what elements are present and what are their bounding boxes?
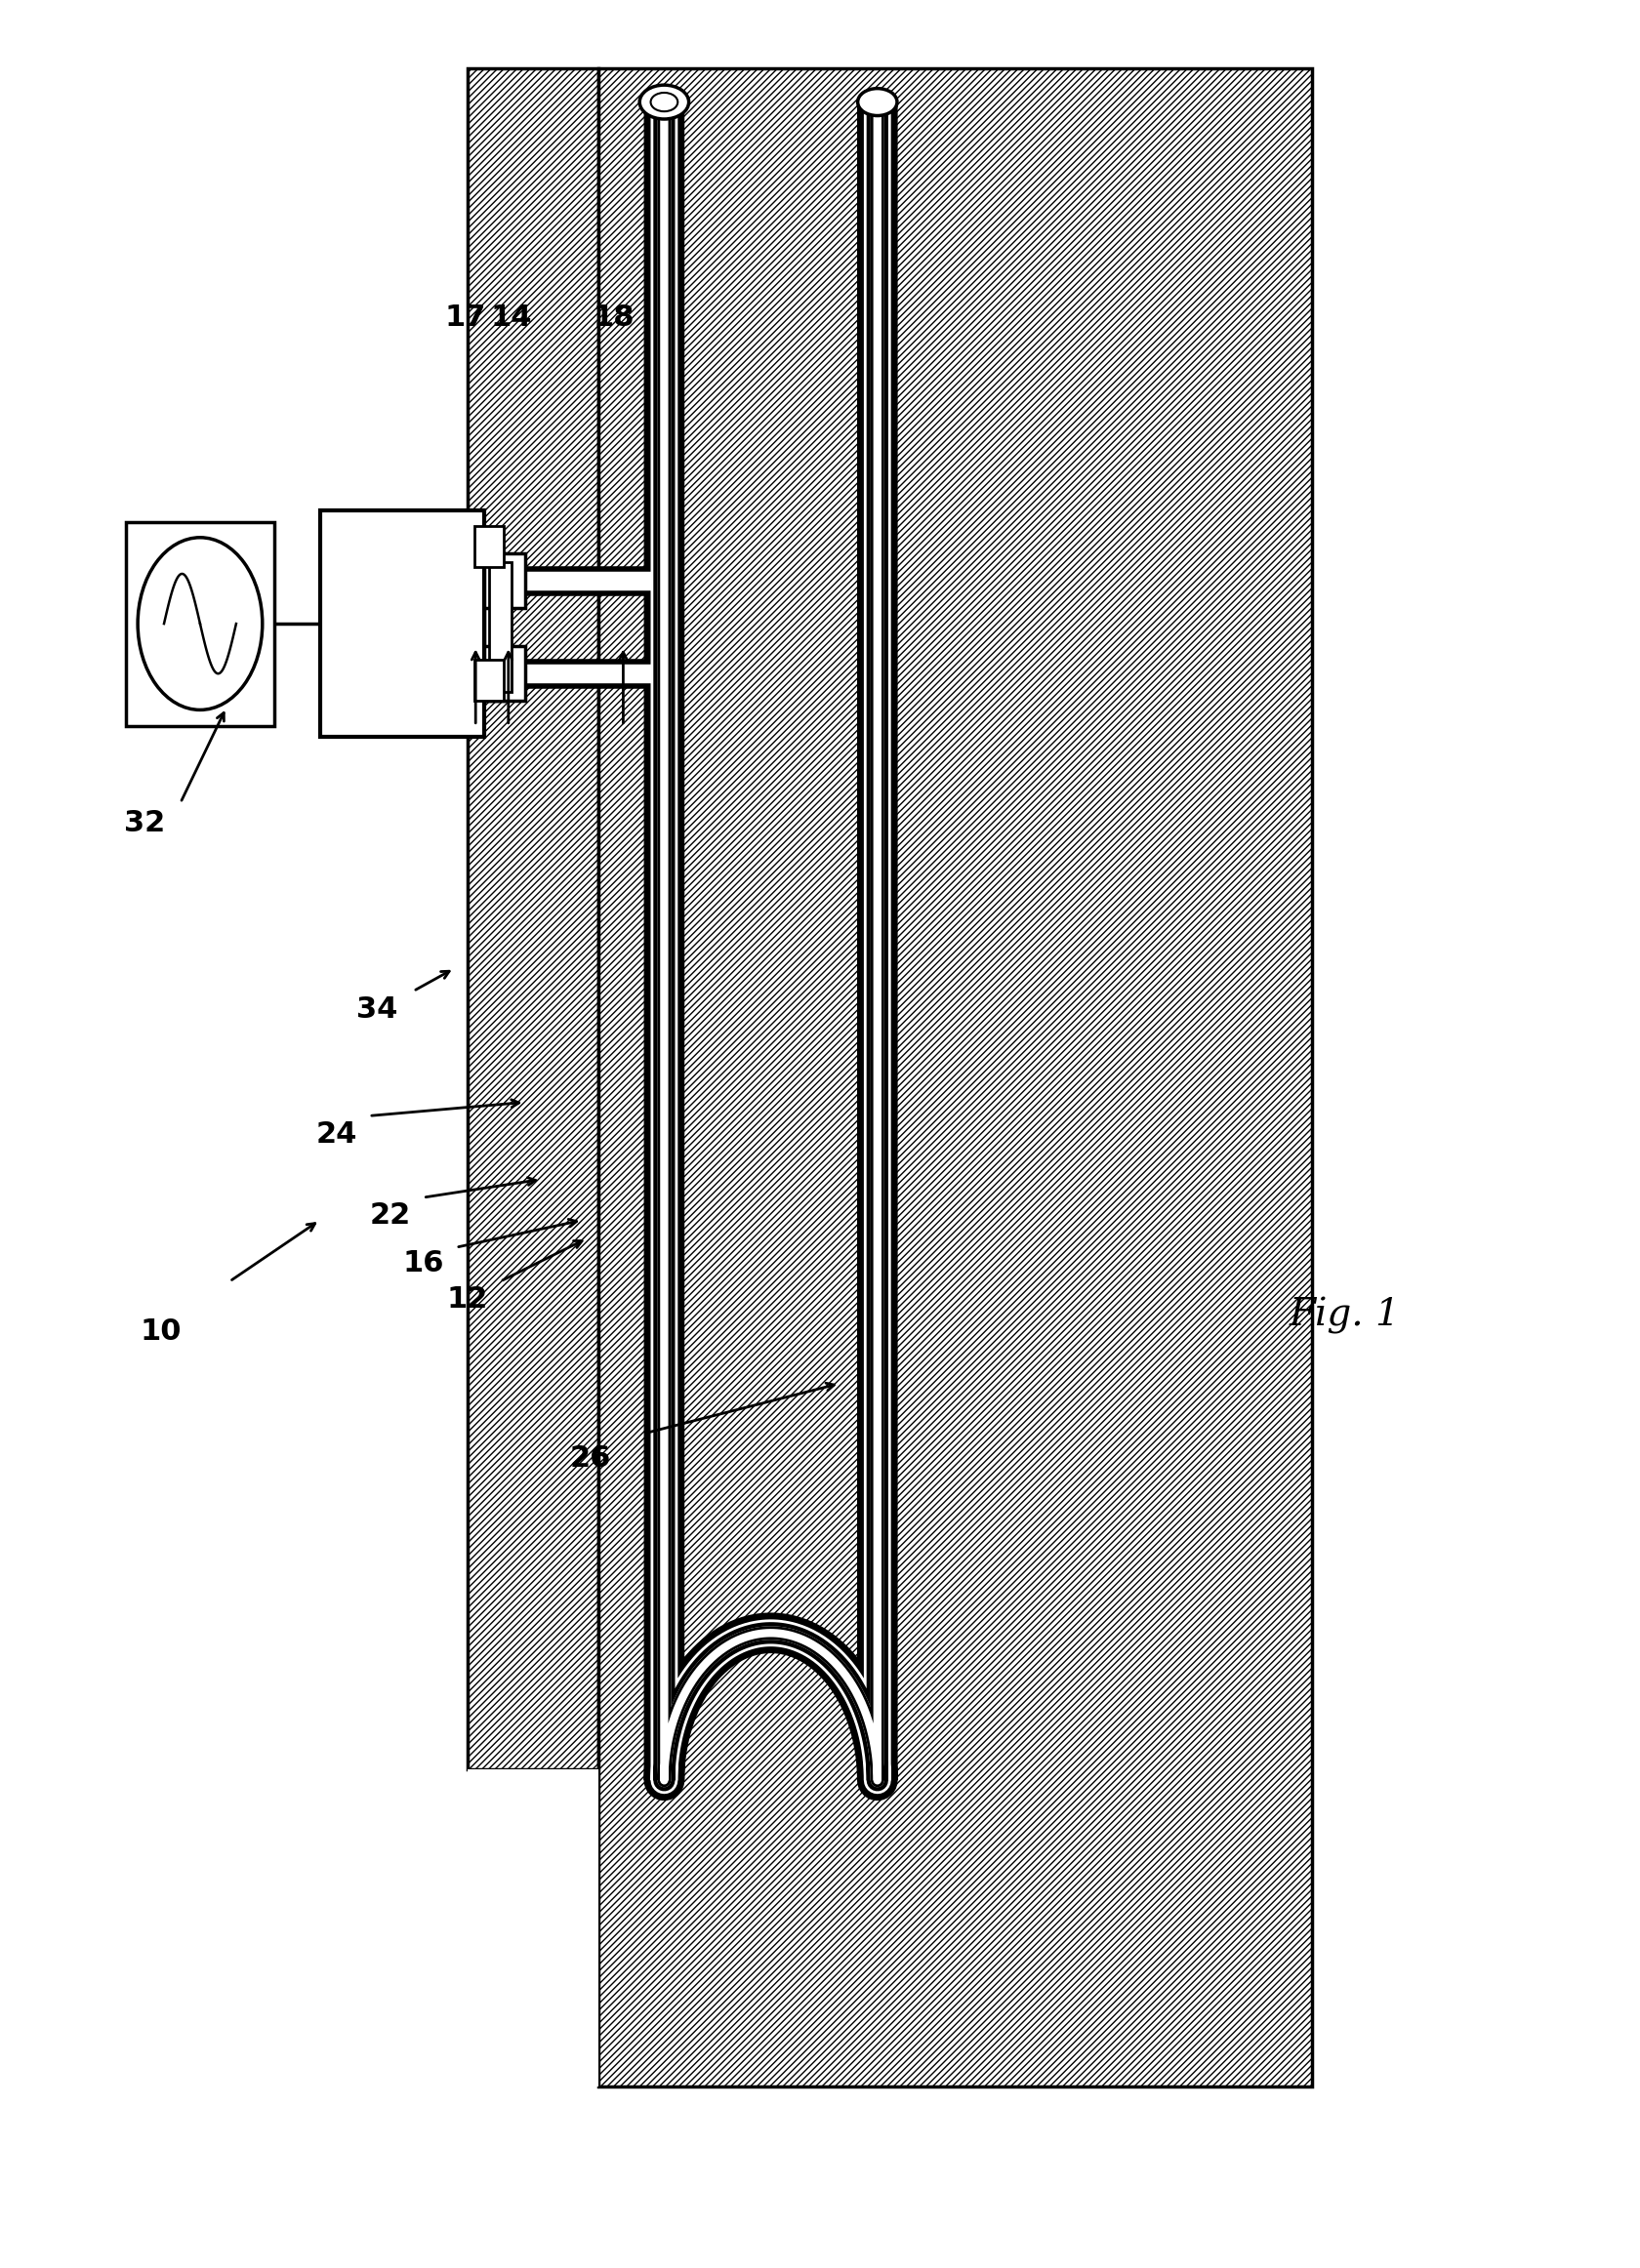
Polygon shape [599,68,1312,2087]
Text: 17: 17 [444,304,487,331]
Text: 18: 18 [592,304,635,331]
Text: 16: 16 [402,1250,444,1277]
Text: 12: 12 [446,1286,489,1313]
Text: 10: 10 [139,1318,182,1345]
Text: 34: 34 [356,996,399,1023]
Ellipse shape [640,86,689,120]
Ellipse shape [858,88,897,116]
Bar [126,522,274,726]
Bar [484,553,525,608]
Polygon shape [467,68,599,1769]
Bar [474,526,503,567]
Bar [467,1769,599,2087]
Bar [489,562,512,692]
Text: 22: 22 [369,1202,412,1229]
Ellipse shape [651,93,677,111]
Bar [484,553,505,701]
Text: 26: 26 [569,1445,612,1472]
Bar [320,510,484,737]
Text: 24: 24 [315,1120,358,1148]
Circle shape [138,538,262,710]
Bar [474,660,503,701]
Text: Fig. 1: Fig. 1 [1289,1297,1401,1334]
Text: 14: 14 [490,304,533,331]
Text: 32: 32 [123,810,166,837]
Bar [484,646,525,701]
